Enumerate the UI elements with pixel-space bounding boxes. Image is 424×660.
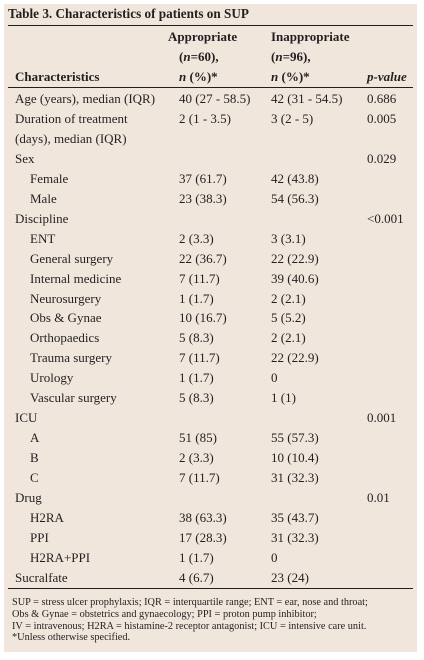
col-inappropriate-n: (n=96), (271, 49, 311, 64)
row-label: Age (years), median (IQR) (15, 91, 156, 106)
appropriate-value: 17 (28.3) (179, 530, 227, 545)
appropriate-value: 1 (1.7) (179, 550, 214, 565)
inappropriate-value: 31 (32.3) (271, 470, 319, 485)
row-label: Obs & Gynae (30, 310, 102, 325)
header-rule (8, 87, 413, 88)
inappropriate-value: 42 (31 - 54.5) (271, 91, 343, 106)
appropriate-value: 2 (1 - 3.5) (179, 111, 231, 126)
inappropriate-value: 5 (5.2) (271, 310, 306, 325)
appropriate-value: 7 (11.7) (179, 271, 220, 286)
footnote-line: SUP = stress ulcer prophylaxis; IQR = in… (12, 597, 368, 608)
appropriate-value: 2 (3.3) (179, 450, 214, 465)
col-appropriate-unit: n (%)* (179, 69, 218, 84)
footer-rule (8, 588, 413, 589)
row-label: Vascular surgery (30, 390, 117, 405)
row-label: C (30, 470, 39, 485)
inappropriate-value: 1 (1) (271, 390, 296, 405)
row-label: Drug (15, 490, 42, 505)
appropriate-value: 10 (16.7) (179, 310, 227, 325)
appropriate-value: 38 (63.3) (179, 510, 227, 525)
row-label: Male (30, 191, 57, 206)
p-value: 0.01 (367, 490, 390, 505)
row-label: B (30, 450, 39, 465)
appropriate-value: 4 (6.7) (179, 570, 214, 585)
row-label: ENT (30, 231, 56, 246)
table-panel: Table 3. Characteristics of patients on … (4, 4, 417, 652)
inappropriate-value: 0 (271, 370, 278, 385)
appropriate-value: 51 (85) (179, 430, 217, 445)
inappropriate-value: 22 (22.9) (271, 350, 319, 365)
appropriate-value: 40 (27 - 58.5) (179, 91, 251, 106)
inappropriate-value: 31 (32.3) (271, 530, 319, 545)
appropriate-value: 7 (11.7) (179, 350, 220, 365)
p-value: <0.001 (367, 211, 404, 226)
row-label: (days), median (IQR) (15, 131, 127, 146)
row-label: Sex (15, 151, 35, 166)
col-pvalue: p-value (367, 69, 407, 84)
col-inappropriate-unit: n (%)* (271, 69, 310, 84)
inappropriate-value: 42 (43.8) (271, 171, 319, 186)
inappropriate-value: 39 (40.6) (271, 271, 319, 286)
col-appropriate-n: (n=60), (179, 49, 219, 64)
row-label: Orthopaedics (30, 330, 100, 345)
appropriate-value: 5 (8.3) (179, 390, 214, 405)
p-value: 0.001 (367, 410, 397, 425)
row-label: Female (30, 171, 69, 186)
row-label: Sucralfate (15, 570, 68, 585)
p-value: 0.686 (367, 91, 397, 106)
row-label: Duration of treatment (15, 111, 128, 126)
inappropriate-value: 10 (10.4) (271, 450, 319, 465)
footnote-line: Obs & Gynae = obstetrics and gynaecology… (12, 608, 317, 620)
footnotes: SUP = stress ulcer prophylaxis; IQR = in… (12, 597, 414, 644)
appropriate-value: 7 (11.7) (179, 470, 220, 485)
appropriate-value: 2 (3.3) (179, 231, 214, 246)
title-rule (8, 25, 413, 26)
appropriate-value: 37 (61.7) (179, 171, 227, 186)
inappropriate-value: 35 (43.7) (271, 510, 319, 525)
col-appropriate-line1: Appropriate (168, 29, 238, 44)
row-label: ICU (15, 410, 38, 425)
row-label: Discipline (15, 211, 69, 226)
p-value: 0.029 (367, 151, 397, 166)
row-label: Urology (30, 370, 74, 385)
table-title: Table 3. Characteristics of patients on … (8, 6, 249, 21)
footnote-line: *Unless otherwise specified. (12, 632, 131, 644)
inappropriate-value: 0 (271, 550, 278, 565)
inappropriate-value: 2 (2.1) (271, 291, 306, 306)
p-value: 0.005 (367, 111, 397, 126)
footnote-line: IV = intravenous; H2RA = histamine-2 rec… (12, 620, 367, 632)
inappropriate-value: 2 (2.1) (271, 330, 306, 345)
inappropriate-value: 22 (22.9) (271, 251, 319, 266)
col-inappropriate-line1: Inappropriate (271, 29, 350, 44)
row-label: Neurosurgery (30, 291, 102, 306)
appropriate-value: 22 (36.7) (179, 251, 227, 266)
inappropriate-value: 55 (57.3) (271, 430, 319, 445)
appropriate-value: 1 (1.7) (179, 370, 214, 385)
row-label: H2RA+PPI (30, 550, 91, 565)
inappropriate-value: 3 (3.1) (271, 231, 306, 246)
appropriate-value: 1 (1.7) (179, 291, 214, 306)
row-label: Trauma surgery (30, 350, 112, 365)
inappropriate-value: 3 (2 - 5) (271, 111, 314, 126)
inappropriate-value: 54 (56.3) (271, 191, 319, 206)
appropriate-value: 5 (8.3) (179, 330, 214, 345)
row-label: A (30, 430, 40, 445)
appropriate-value: 23 (38.3) (179, 191, 227, 206)
row-label: PPI (30, 530, 49, 545)
inappropriate-value: 23 (24) (271, 570, 309, 585)
row-label: General surgery (30, 251, 114, 266)
row-label: Internal medicine (30, 271, 122, 286)
row-label: H2RA (30, 510, 64, 525)
col-characteristics: Characteristics (15, 69, 100, 84)
